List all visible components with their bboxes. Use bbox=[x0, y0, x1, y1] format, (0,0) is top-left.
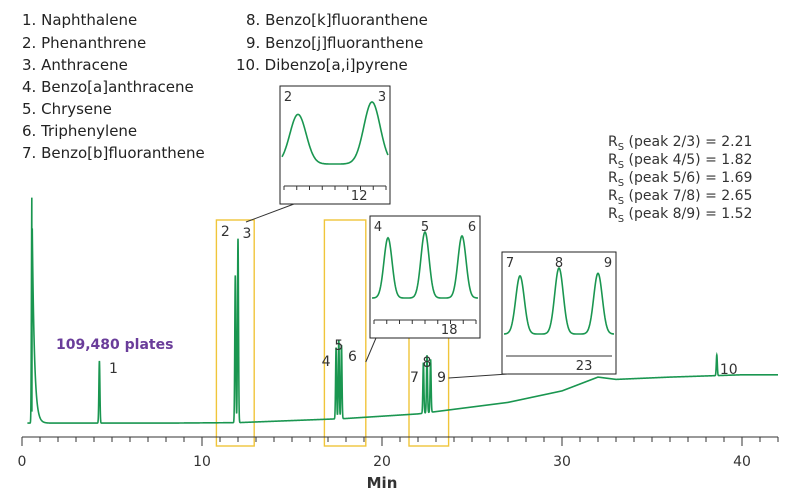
chromatogram-trace bbox=[27, 197, 778, 424]
resolution-item: RS (peak 8/9) = 1.52 bbox=[608, 206, 752, 225]
inset-panel: 2 3 12 bbox=[245, 85, 391, 223]
resolution-subscript: S bbox=[617, 213, 625, 225]
legend-number: 2. bbox=[22, 34, 37, 52]
legend-compound: Benzo[k]fluoranthene bbox=[265, 11, 428, 29]
resolution-subscript: S bbox=[617, 159, 625, 171]
legend-number: 10. bbox=[236, 56, 260, 74]
peak-label: 3 bbox=[243, 226, 252, 242]
legend-compound: Naphthalene bbox=[41, 11, 138, 29]
inset-peak-label: 9 bbox=[604, 256, 612, 271]
plate-count-label: 109,480 plates bbox=[56, 337, 174, 353]
inset-peak-label: 5 bbox=[421, 220, 429, 235]
x-tick-label: 0 bbox=[18, 454, 27, 470]
inset-tick-label: 12 bbox=[351, 189, 368, 204]
resolution-symbol: R bbox=[608, 206, 618, 222]
inset-trace bbox=[372, 230, 478, 299]
inset-panel: 7 8 9 23 bbox=[448, 251, 617, 379]
legend-item: 8. Benzo[k]fluoranthene bbox=[246, 11, 428, 29]
legend-number: 7. bbox=[22, 144, 37, 162]
resolution-symbol: R bbox=[608, 152, 618, 168]
resolution-symbol: R bbox=[608, 134, 618, 150]
legend-compound: Benzo[j]fluoranthene bbox=[265, 34, 424, 52]
peak-label: 10 bbox=[720, 362, 738, 378]
inset-connector bbox=[448, 373, 509, 379]
x-axis-label: Min bbox=[367, 474, 398, 492]
inset-peak-label: 4 bbox=[374, 220, 382, 235]
inset-frame bbox=[279, 85, 391, 205]
inset-tick-label: 18 bbox=[441, 323, 458, 338]
resolution-value: (peak 8/9) = 1.52 bbox=[628, 206, 753, 222]
inset-peak-label: 2 bbox=[284, 90, 292, 105]
resolution-item: RS (peak 2/3) = 2.21 bbox=[608, 134, 752, 153]
peak-label: 2 bbox=[221, 224, 230, 240]
legend-compound: Benzo[b]fluoranthene bbox=[41, 144, 205, 162]
x-tick-label: 10 bbox=[193, 454, 211, 470]
inset-trace bbox=[504, 266, 614, 335]
highlight-box bbox=[323, 219, 367, 447]
resolution-symbol: R bbox=[608, 170, 618, 186]
legend-number: 4. bbox=[22, 78, 37, 96]
inset-peak-label: 8 bbox=[555, 256, 563, 271]
legend-item: 7. Benzo[b]fluoranthene bbox=[22, 144, 205, 162]
peak-label: 7 bbox=[410, 370, 419, 386]
resolution-symbol: R bbox=[608, 188, 618, 204]
legend-compound: Anthracene bbox=[41, 56, 128, 74]
legend-compound: Dibenzo[a,i]pyrene bbox=[264, 56, 408, 74]
inset-tick-label: 23 bbox=[576, 359, 593, 374]
resolution-item: RS (peak 5/6) = 1.69 bbox=[608, 170, 752, 189]
peak-label: 8 bbox=[423, 355, 432, 371]
inset-connector bbox=[245, 203, 295, 223]
legend-compound: Chrysene bbox=[41, 100, 112, 118]
legend-item: 9. Benzo[j]fluoranthene bbox=[246, 34, 423, 52]
legend-item: 10. Dibenzo[a,i]pyrene bbox=[236, 56, 408, 74]
resolution-item: RS (peak 4/5) = 1.82 bbox=[608, 152, 752, 171]
inset-peak-label: 6 bbox=[468, 220, 476, 235]
peak-label: 5 bbox=[334, 338, 343, 354]
x-tick-label: 30 bbox=[553, 454, 571, 470]
peak-label: 4 bbox=[322, 354, 331, 370]
resolution-value: (peak 2/3) = 2.21 bbox=[628, 134, 753, 150]
resolution-value: (peak 7/8) = 2.65 bbox=[628, 188, 753, 204]
resolution-value: (peak 4/5) = 1.82 bbox=[628, 152, 753, 168]
peak-label: 9 bbox=[437, 370, 446, 386]
resolution-subscript: S bbox=[617, 141, 625, 153]
x-tick-label: 20 bbox=[373, 454, 391, 470]
x-tick-label: 40 bbox=[733, 454, 751, 470]
highlight-box bbox=[215, 219, 255, 447]
legend-number: 5. bbox=[22, 100, 37, 118]
inset-panel: 4 5 6 18 bbox=[365, 215, 481, 363]
inset-peak-label: 3 bbox=[378, 90, 386, 105]
inset-connector bbox=[365, 337, 377, 363]
resolution-subscript: S bbox=[617, 177, 625, 189]
legend-item: 2. Phenanthrene bbox=[22, 34, 146, 52]
inset-peak-label: 7 bbox=[506, 256, 514, 271]
legend-number: 3. bbox=[22, 56, 37, 74]
inset-frame bbox=[501, 251, 617, 375]
legend-compound: Benzo[a]anthracene bbox=[41, 78, 194, 96]
peak-label: 6 bbox=[348, 349, 357, 365]
resolution-item: RS (peak 7/8) = 2.65 bbox=[608, 188, 752, 207]
legend-item: 4. Benzo[a]anthracene bbox=[22, 78, 194, 96]
legend-compound: Phenanthrene bbox=[41, 34, 147, 52]
inset-trace bbox=[281, 101, 389, 165]
legend-number: 6. bbox=[22, 122, 37, 140]
legend-number: 8. bbox=[246, 11, 261, 29]
legend-item: 3. Anthracene bbox=[22, 56, 128, 74]
resolution-subscript: S bbox=[617, 195, 625, 207]
legend-compound: Triphenylene bbox=[41, 122, 138, 140]
legend-item: 1. Naphthalene bbox=[22, 11, 137, 29]
legend-number: 9. bbox=[246, 34, 261, 52]
legend-item: 5. Chrysene bbox=[22, 100, 112, 118]
legend-item: 6. Triphenylene bbox=[22, 122, 137, 140]
resolution-value: (peak 5/6) = 1.69 bbox=[628, 170, 753, 186]
peak-label: 1 bbox=[109, 361, 118, 377]
legend-number: 1. bbox=[22, 11, 37, 29]
